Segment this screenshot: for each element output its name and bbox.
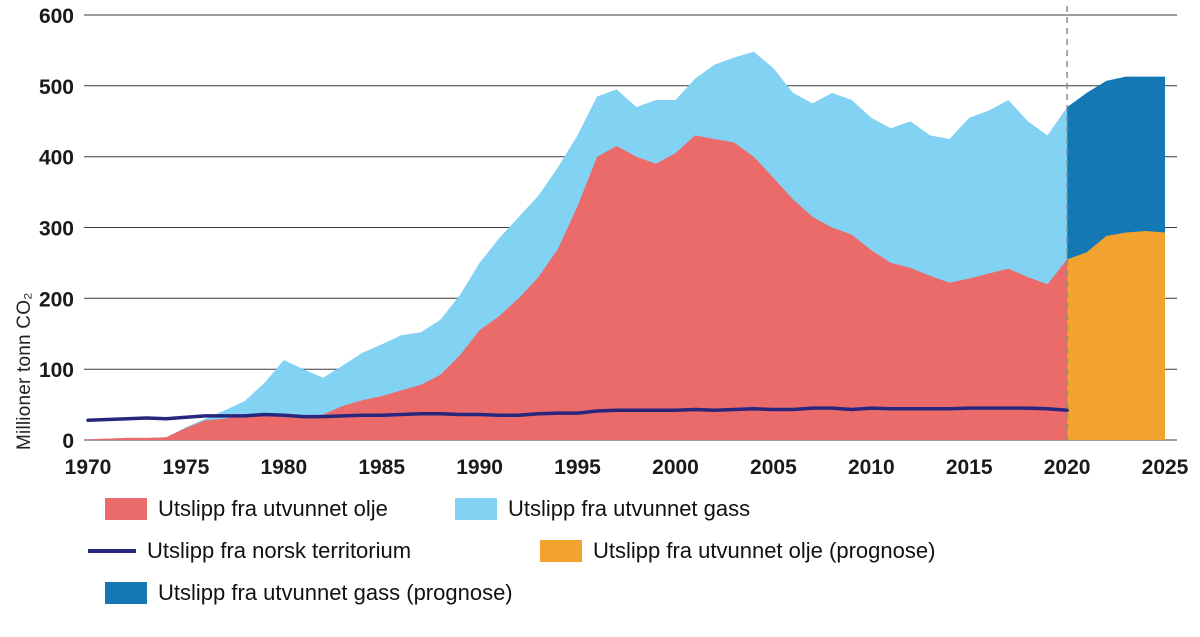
x-tick-label: 2025 bbox=[1142, 456, 1189, 479]
oil-forecast-swatch bbox=[540, 540, 582, 562]
legend-row-3: Utslipp fra utvunnet gass (prognose) bbox=[88, 580, 1200, 606]
y-tick-label: 200 bbox=[39, 288, 74, 311]
legend-label-oil-forecast: Utslipp fra utvunnet olje (prognose) bbox=[593, 538, 936, 563]
x-tick-label: 1970 bbox=[65, 456, 112, 479]
y-axis-title: Millioner tonn CO₂ bbox=[14, 292, 35, 450]
x-tick-label: 2020 bbox=[1044, 456, 1091, 479]
legend-item-gas-forecast: Utslipp fra utvunnet gass (prognose) bbox=[88, 580, 513, 606]
y-tick-label: 500 bbox=[39, 76, 74, 99]
legend-item-territory: Utslipp fra norsk territorium bbox=[88, 538, 540, 564]
y-tick-label: 100 bbox=[39, 359, 74, 382]
x-tick-label: 1990 bbox=[456, 456, 503, 479]
legend-label-territory: Utslipp fra norsk territorium bbox=[147, 538, 412, 563]
legend-item-gas: Utslipp fra utvunnet gass bbox=[455, 496, 750, 522]
area-oil-forecast bbox=[1067, 231, 1165, 440]
x-tick-label: 2000 bbox=[652, 456, 699, 479]
emissions-chart-area: Millioner tonn CO₂ 0 100 200 300 400 500 600 19… bbox=[14, 5, 1189, 479]
area-oil bbox=[88, 135, 1068, 440]
y-tick-label: 0 bbox=[62, 430, 74, 453]
oil-swatch bbox=[105, 498, 147, 520]
legend-label-gas: Utslipp fra utvunnet gass bbox=[508, 496, 751, 521]
territory-line-swatch bbox=[88, 549, 136, 553]
legend-item-oil: Utslipp fra utvunnet olje bbox=[88, 496, 455, 522]
y-tick-label: 600 bbox=[39, 5, 74, 28]
y-tick-label: 300 bbox=[39, 218, 74, 241]
legend-row-2: Utslipp fra norsk territorium Utslipp fr… bbox=[88, 538, 1200, 564]
gas-swatch bbox=[455, 498, 497, 520]
y-tick-labels: 0 100 200 300 400 500 600 bbox=[39, 5, 74, 453]
legend-item-oil-forecast: Utslipp fra utvunnet olje (prognose) bbox=[540, 538, 935, 564]
x-tick-labels: 1970 1975 1980 1985 1990 1995 2000 2005 2010 2015… bbox=[65, 456, 1189, 479]
x-tick-label: 1980 bbox=[260, 456, 307, 479]
y-tick-label: 400 bbox=[39, 147, 74, 170]
x-tick-label: 2015 bbox=[946, 456, 993, 479]
x-tick-label: 2005 bbox=[750, 456, 797, 479]
x-tick-label: 1975 bbox=[163, 456, 210, 479]
territory-line bbox=[86, 406, 1069, 422]
x-tick-label: 1985 bbox=[358, 456, 405, 479]
x-tick-label: 2010 bbox=[848, 456, 895, 479]
chart-legend: Utslipp fra utvunnet olje Utslipp fra ut… bbox=[0, 496, 1200, 606]
legend-label-oil: Utslipp fra utvunnet olje bbox=[158, 496, 388, 521]
x-tick-label: 1995 bbox=[554, 456, 601, 479]
legend-label-gas-forecast: Utslipp fra utvunnet gass (prognose) bbox=[158, 580, 513, 605]
legend-row-1: Utslipp fra utvunnet olje Utslipp fra ut… bbox=[88, 496, 1200, 522]
gas-forecast-swatch bbox=[105, 582, 147, 604]
